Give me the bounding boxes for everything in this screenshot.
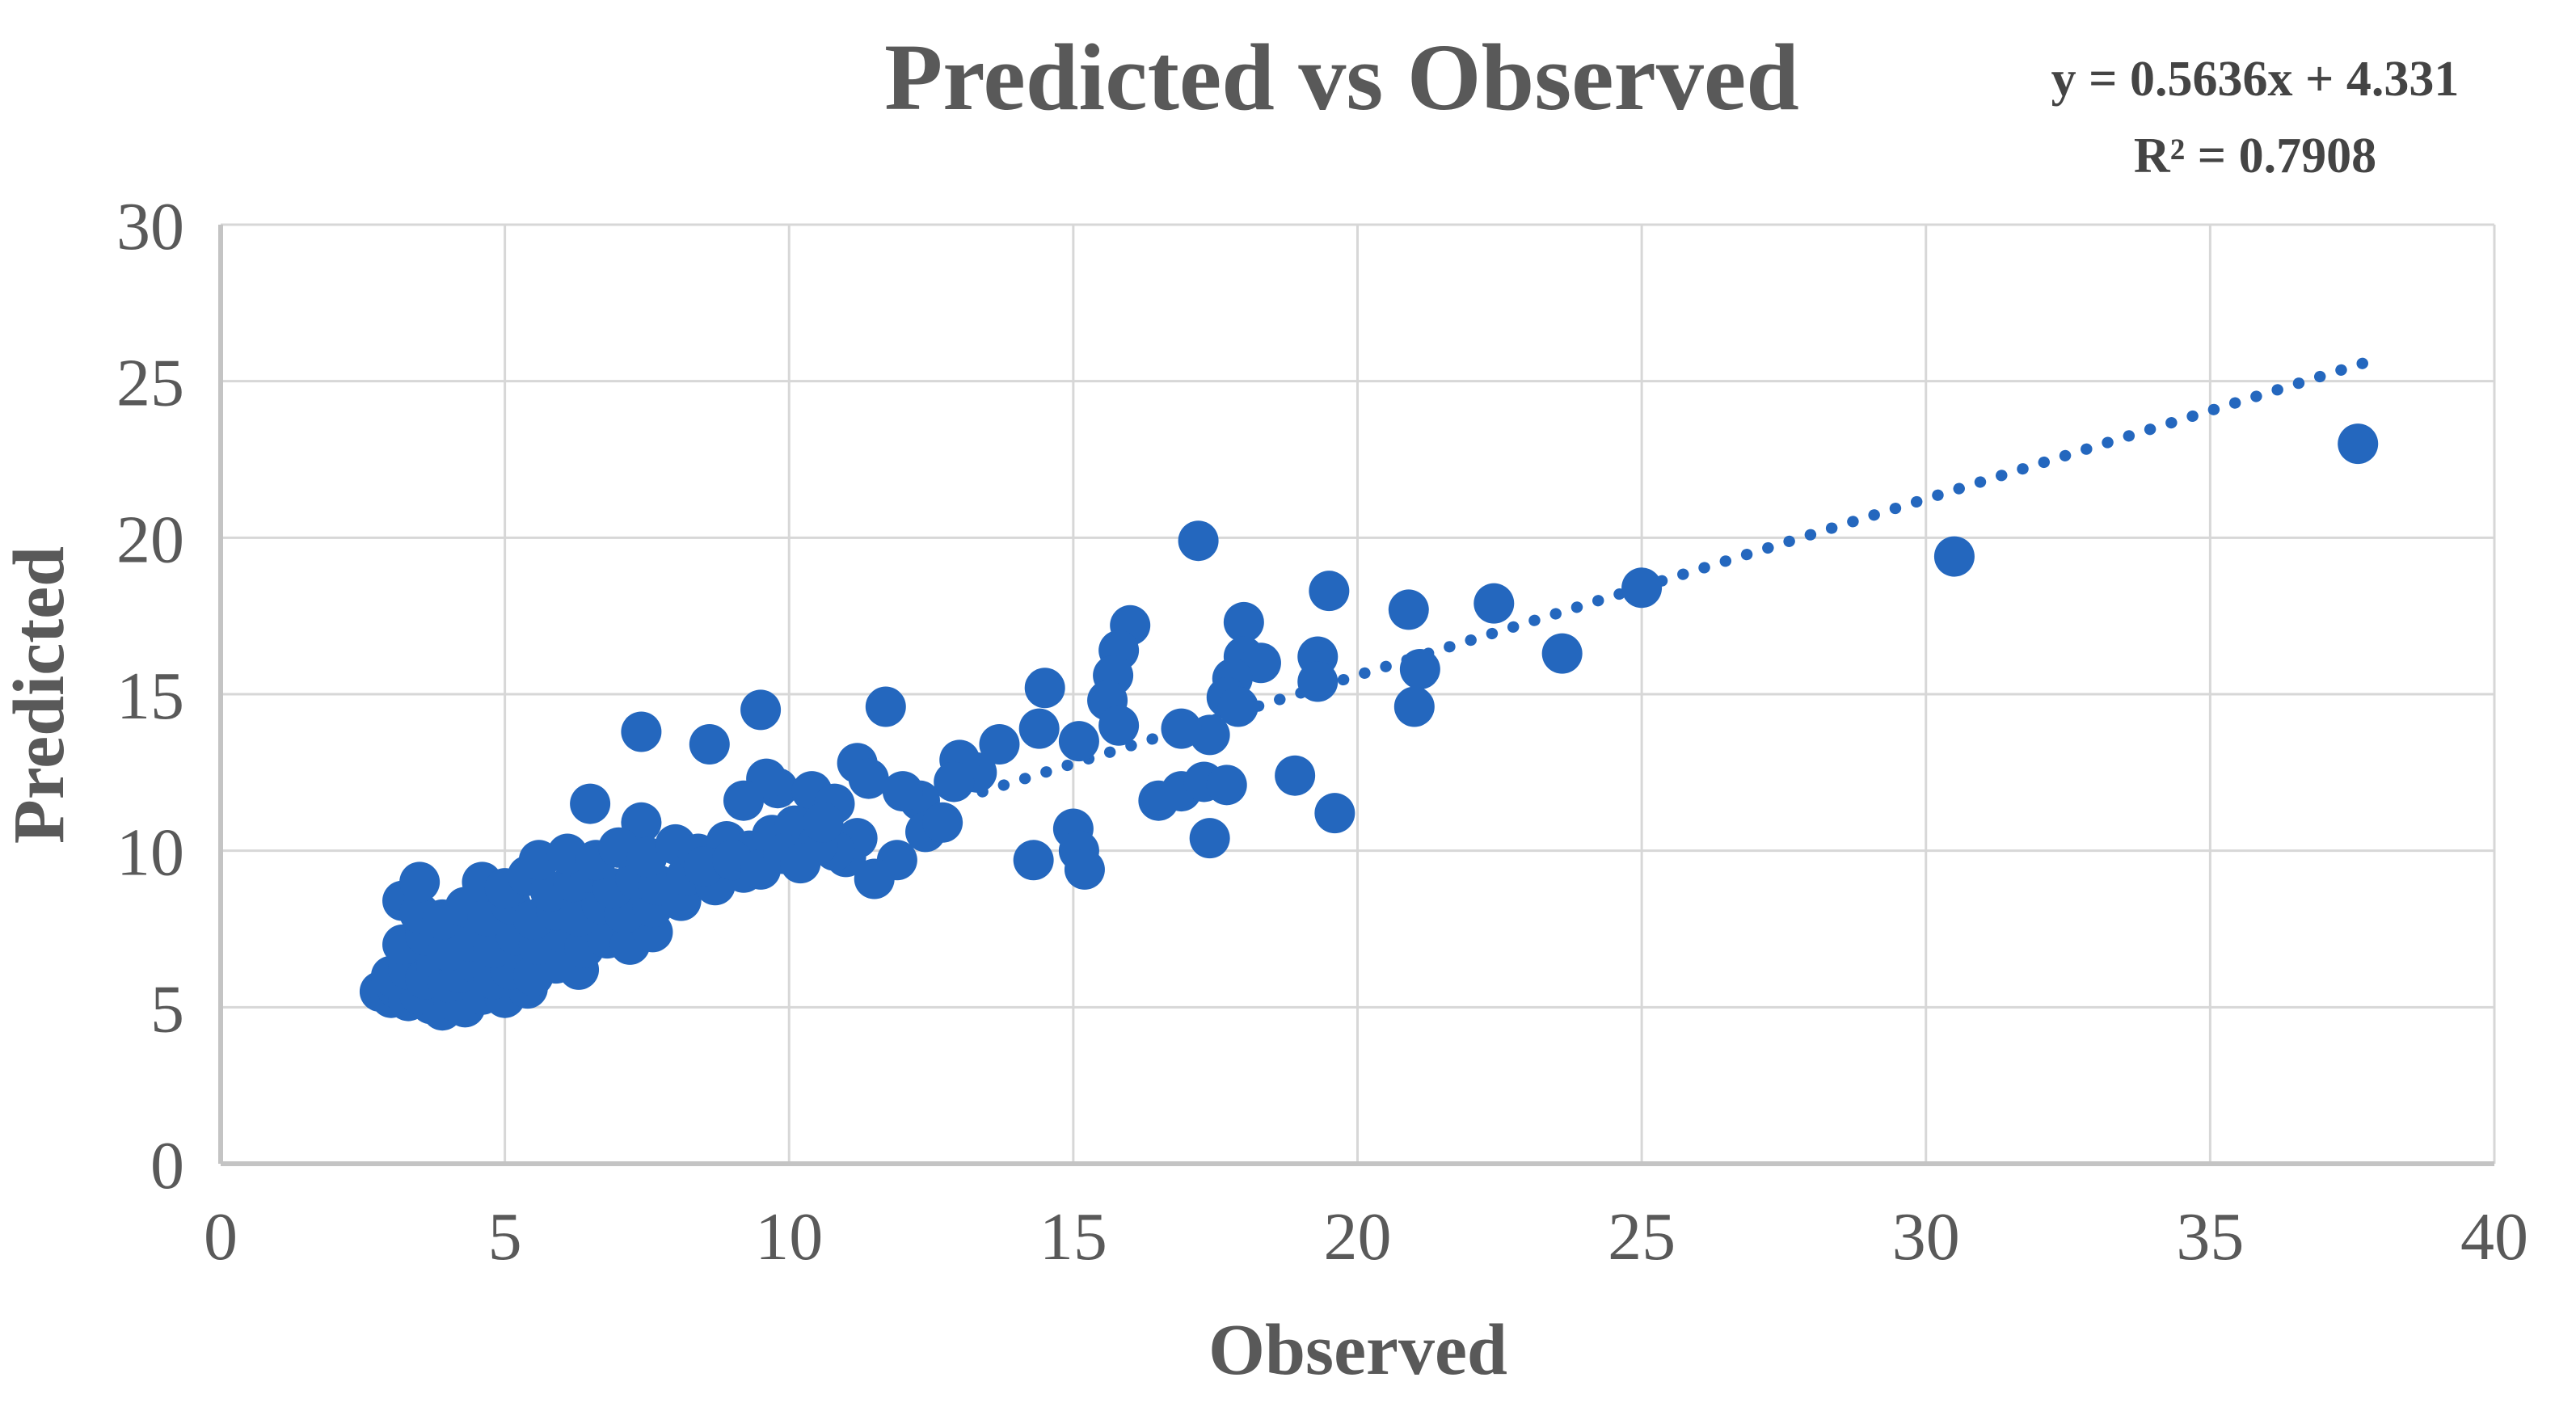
y-tick-label: 10	[116, 815, 184, 891]
data-point	[1399, 649, 1440, 690]
data-point	[740, 689, 782, 731]
data-point	[803, 802, 844, 843]
x-tick-label: 25	[1608, 1199, 1676, 1274]
data-point	[1189, 818, 1230, 859]
data-point	[1098, 705, 1140, 746]
data-point	[1223, 601, 1264, 642]
r-squared-label: R² = 0.7908	[2134, 128, 2376, 183]
data-point	[399, 861, 441, 903]
data-point	[854, 858, 895, 899]
data-point	[1388, 589, 1429, 630]
data-point	[934, 761, 975, 802]
data-point	[723, 780, 764, 821]
data-point	[621, 711, 662, 752]
grid-layer	[219, 223, 2496, 1165]
y-tick-label: 25	[116, 346, 184, 421]
data-point	[979, 723, 1020, 765]
data-point	[1541, 633, 1583, 674]
data-points-layer	[359, 423, 2379, 1031]
y-tick-label: 5	[150, 971, 184, 1047]
data-point	[1297, 661, 1339, 702]
x-axis-title: Observed	[1208, 1310, 1507, 1390]
data-point	[1314, 793, 1355, 834]
data-point	[1024, 668, 1065, 709]
data-point	[1018, 708, 1060, 749]
trendline-equation-label: y = 0.5636x + 4.331	[2051, 52, 2460, 107]
data-point	[780, 843, 821, 884]
data-point	[1393, 686, 1435, 727]
data-point	[1275, 755, 1316, 796]
data-point	[689, 723, 730, 765]
data-point	[1058, 721, 1099, 762]
data-point	[865, 686, 906, 727]
data-point	[1206, 765, 1247, 806]
data-point	[1309, 571, 1350, 612]
data-point	[1013, 840, 1054, 881]
x-tick-label: 20	[1324, 1199, 1392, 1274]
data-point	[1621, 567, 1663, 609]
data-point	[2338, 423, 2379, 465]
tick-label-layer: 0 5 10 15 20 25 30 0 5 10 15 20 25 30 35 40	[116, 189, 2528, 1274]
data-point	[1161, 708, 1202, 749]
x-tick-label: 35	[2176, 1199, 2244, 1274]
y-tick-label: 15	[116, 659, 184, 734]
y-tick-label: 30	[116, 189, 184, 264]
data-point	[848, 758, 889, 799]
chart-title: Predicted vs Observed	[884, 24, 1799, 130]
y-tick-label: 0	[150, 1128, 184, 1203]
axis-layer	[218, 225, 2494, 1166]
data-point	[570, 783, 611, 824]
data-point	[922, 802, 963, 843]
y-tick-label: 20	[116, 502, 184, 577]
x-tick-label: 40	[2460, 1199, 2528, 1274]
y-axis-title: Predicted	[0, 546, 79, 844]
data-point	[1178, 520, 1219, 562]
data-point	[1474, 583, 1515, 624]
data-point	[1217, 686, 1258, 727]
data-point	[1064, 849, 1105, 890]
x-tick-label: 30	[1892, 1199, 1960, 1274]
data-point	[882, 771, 923, 812]
x-tick-label: 5	[488, 1199, 522, 1274]
x-tick-label: 0	[204, 1199, 238, 1274]
data-point	[1933, 536, 1975, 577]
x-tick-label: 10	[755, 1199, 823, 1274]
x-tick-label: 15	[1039, 1199, 1107, 1274]
